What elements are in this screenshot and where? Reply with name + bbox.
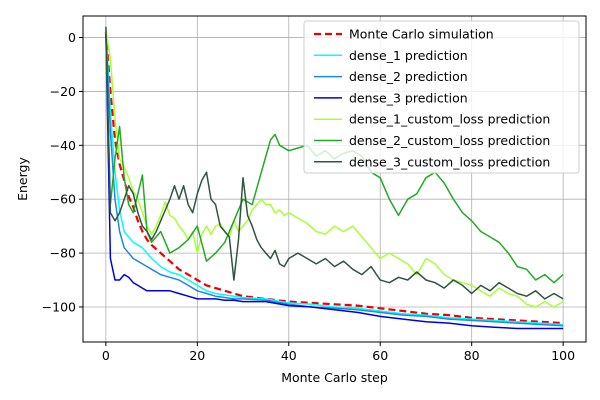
legend-label: dense_3 prediction	[349, 90, 468, 105]
y-tick-label: −80	[50, 246, 76, 261]
series-line-dense-2-prediction	[105, 32, 564, 327]
legend-label: Monte Carlo simulation	[349, 27, 494, 42]
x-tick-label: 20	[189, 348, 205, 363]
legend-label: dense_2_custom_loss prediction	[349, 133, 550, 148]
legend: Monte Carlo simulation dense_1 prediction…	[303, 20, 580, 174]
legend-box	[303, 20, 580, 174]
x-tick-label: 0	[102, 348, 110, 363]
series-line-dense-1-custom-loss-prediction	[105, 29, 564, 308]
x-tick-label: 100	[551, 348, 575, 363]
x-tick-label: 40	[281, 348, 297, 363]
series-line-dense-3-custom-loss-prediction	[105, 26, 564, 300]
legend-label: dense_1 prediction	[349, 48, 468, 63]
series-lines	[104, 26, 564, 330]
axis-ticks: 0 20 40 60 80 100 0 −20 −40 −60 −80 −100	[42, 30, 575, 363]
y-tick-label: −100	[42, 299, 76, 314]
series-line-dense-1-prediction	[105, 29, 564, 326]
legend-label: dense_1_custom_loss prediction	[349, 112, 550, 127]
series-line-monte-carlo-simulation	[104, 32, 564, 325]
y-tick-label: −60	[50, 192, 76, 207]
y-axis-label: Energy	[15, 157, 30, 201]
y-tick-label: −40	[50, 138, 76, 153]
legend-label: dense_3_custom_loss prediction	[349, 154, 550, 169]
y-tick-label: 0	[68, 30, 76, 45]
legend-label: dense_2 prediction	[349, 69, 468, 84]
series-line-dense-3-prediction	[105, 34, 564, 330]
x-tick-label: 80	[464, 348, 480, 363]
y-tick-label: −20	[50, 84, 76, 99]
plot-frame	[82, 15, 587, 343]
x-axis-label: Monte Carlo step	[281, 370, 388, 385]
x-tick-label: 60	[372, 348, 388, 363]
